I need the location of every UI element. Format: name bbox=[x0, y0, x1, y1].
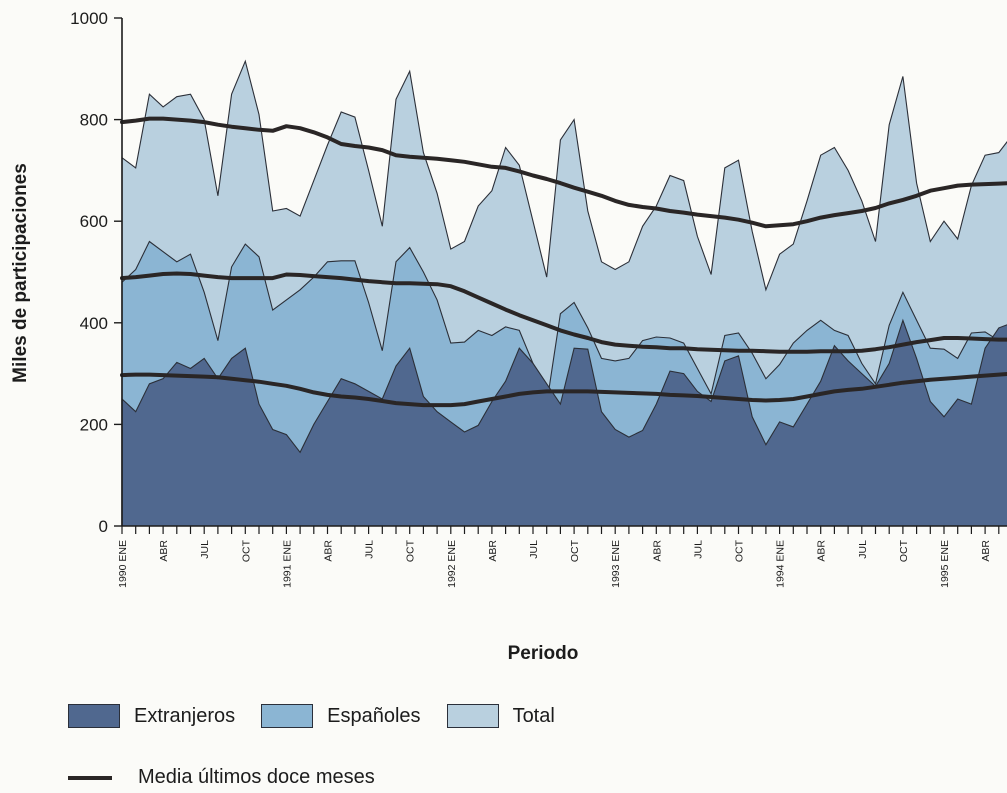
legend-areas: Extranjeros Españoles Total bbox=[68, 704, 581, 728]
moving-average-layer bbox=[120, 116, 1007, 408]
x-tick-label: ABR bbox=[816, 540, 828, 562]
x-tick-label: JUL bbox=[364, 540, 376, 559]
x-tick-label: OCT bbox=[569, 539, 581, 562]
y-tick-label: 800 bbox=[80, 111, 108, 130]
axes-layer: 0 200 400 600 800 1000 1990 ENE ABR JUL OCT 1991 E… bbox=[70, 9, 1007, 588]
area-extranjeros bbox=[121, 318, 1007, 527]
y-axis-label: Miles de participaciones bbox=[10, 163, 31, 383]
y-tick-label: 200 bbox=[80, 415, 108, 434]
x-tick-label: ABR bbox=[487, 540, 499, 562]
legend-item-extranjeros: Extranjeros bbox=[68, 704, 235, 728]
legend-label-total: Total bbox=[512, 704, 555, 727]
x-tick-label: OCT bbox=[240, 539, 252, 562]
x-tick-label: 1991 ENE bbox=[281, 540, 293, 588]
x-tick-label: JUL bbox=[199, 540, 211, 559]
x-tick-label: OCT bbox=[734, 539, 746, 562]
legend-label-espanoles: Españoles bbox=[327, 704, 421, 727]
x-tick-label: OCT bbox=[405, 539, 417, 562]
legend-label-extranjeros: Extranjeros bbox=[134, 704, 236, 727]
x-tick-label: 1990 ENE bbox=[117, 540, 129, 588]
x-tick-label: JUL bbox=[692, 540, 704, 559]
y-tick-label: 600 bbox=[80, 212, 108, 231]
legend-swatch-extranjeros bbox=[68, 704, 120, 728]
legend-swatch-total bbox=[446, 704, 499, 728]
x-tick-label: ABR bbox=[980, 540, 992, 562]
legend-item-espanoles: Españoles bbox=[261, 704, 421, 728]
areas-layer bbox=[121, 59, 1007, 527]
x-tick-label: 1995 ENE bbox=[939, 540, 951, 588]
x-tick-label: 1993 ENE bbox=[610, 540, 622, 588]
legend: Extranjeros Españoles Total Media último… bbox=[68, 704, 968, 788]
moving-average-line-1 bbox=[120, 116, 1007, 229]
moving-average-line-2 bbox=[120, 271, 1007, 354]
chart: 0 200 400 600 800 1000 1990 ENE ABR JUL OCT 1991 E… bbox=[10, 9, 1007, 664]
x-tick-label: OCT bbox=[898, 539, 910, 562]
legend-swatch-espanoles bbox=[261, 704, 314, 728]
y-tick-label: 1000 bbox=[70, 9, 108, 28]
x-tick-label: ABR bbox=[651, 540, 663, 562]
x-tick-label: ABR bbox=[158, 540, 170, 562]
legend-item-total: Total bbox=[446, 704, 555, 728]
y-tick-label: 0 bbox=[99, 517, 108, 536]
legend-label-average: Media últimos doce meses bbox=[138, 766, 375, 788]
x-tick-label: ABR bbox=[323, 540, 335, 562]
y-tick-label: 400 bbox=[80, 314, 108, 333]
x-tick-label: 1992 ENE bbox=[446, 540, 458, 588]
moving-average-line-3 bbox=[120, 371, 1007, 408]
x-axis-label: Periodo bbox=[508, 643, 579, 664]
x-tick-label: JUL bbox=[528, 540, 540, 559]
x-tick-label: JUL bbox=[857, 540, 869, 559]
legend-swatch-average-line bbox=[68, 775, 112, 780]
legend-line: Media últimos doce meses bbox=[68, 766, 375, 789]
x-tick-label: 1994 ENE bbox=[775, 540, 787, 588]
